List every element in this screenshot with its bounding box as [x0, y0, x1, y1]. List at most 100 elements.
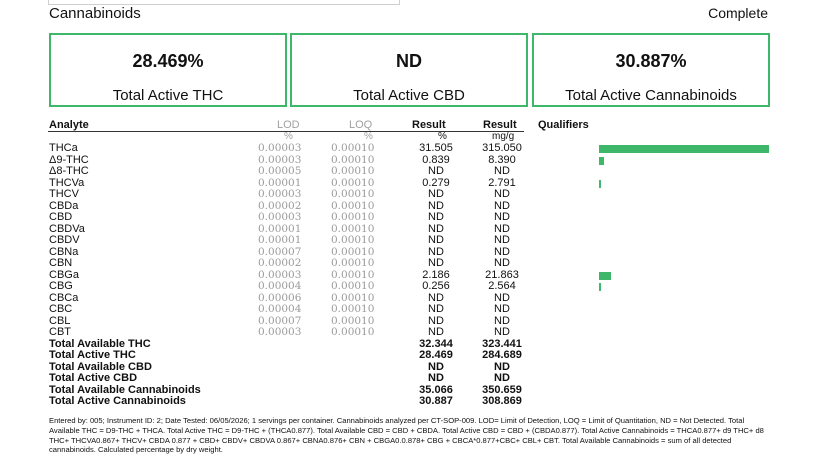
- result-pct: ND: [428, 222, 444, 235]
- analyte-name: CBD: [49, 211, 73, 223]
- total-name: Total Active CBD: [49, 372, 138, 384]
- analyte-name: THCVa: [49, 176, 85, 189]
- loq-value: 0.00010: [331, 268, 375, 281]
- total-pct: ND: [428, 360, 444, 373]
- table-row: CBT 0.00003 0.00010 ND ND: [0, 327, 816, 339]
- analyte-name: CBN: [49, 257, 73, 269]
- summary-label: Total Active Cannabinoids: [565, 87, 737, 104]
- total-pct: 35.066: [419, 383, 453, 396]
- table-row: Δ9-THC 0.00003 0.00010 0.839 8.390: [0, 153, 816, 167]
- analyte-name: Δ8-THC: [49, 165, 89, 177]
- table-row: CBG 0.00004 0.00010 0.256 2.564: [0, 281, 816, 293]
- col-result-mg: Result: [483, 119, 517, 131]
- result-bar: [599, 156, 604, 165]
- table-row: CBNa 0.00007 0.00010 ND ND: [0, 245, 816, 259]
- total-mg: 323.441: [482, 337, 522, 350]
- result-pct: 31.505: [419, 142, 453, 154]
- analyte-name: CBG: [49, 280, 73, 292]
- total-row: Total Available Cannabinoids 35.066 350.65…: [0, 383, 816, 397]
- table-row: CBN 0.00002 0.00010 ND ND: [0, 258, 816, 270]
- table-row: CBDa 0.00002 0.00010 ND ND: [0, 199, 816, 213]
- analyte-name: CBDVa: [49, 222, 85, 235]
- result-pct: ND: [428, 303, 444, 315]
- lod-value: 0.00003: [258, 211, 302, 223]
- total-name: Total Available Cannabinoids: [49, 383, 201, 396]
- summary-label: Total Active CBD: [353, 87, 465, 104]
- table-row: Δ8-THC 0.00005 0.00010 ND ND: [0, 166, 816, 178]
- loq-value: 0.00010: [331, 165, 375, 177]
- unit-mg: mg/g: [492, 131, 515, 142]
- summary-value: 30.887%: [615, 51, 687, 71]
- loq-value: 0.00010: [331, 153, 375, 166]
- lod-value: 0.00006: [258, 291, 302, 304]
- result-pct: ND: [428, 245, 444, 258]
- unit-lod: %: [284, 131, 293, 142]
- result-pct: 0.839: [422, 153, 450, 166]
- total-name: Total Active Cannabinoids: [49, 395, 186, 407]
- result-mg: ND: [494, 188, 510, 200]
- analyte-name: CBDV: [49, 234, 80, 246]
- analyte-name: CBC: [49, 303, 73, 315]
- lod-value: 0.00003: [258, 153, 302, 166]
- lod-value: 0.00005: [258, 165, 302, 177]
- result-mg: ND: [494, 234, 510, 246]
- result-mg: ND: [494, 245, 510, 258]
- loq-value: 0.00010: [331, 222, 375, 235]
- result-pct: ND: [428, 234, 444, 246]
- lod-value: 0.00003: [258, 326, 302, 338]
- loq-value: 0.00010: [331, 303, 375, 315]
- lod-value: 0.00001: [258, 234, 302, 246]
- result-pct: ND: [428, 211, 444, 223]
- lod-value: 0.00002: [258, 257, 302, 269]
- table-row: THCVa 0.00001 0.00010 0.279 2.791: [0, 176, 816, 190]
- top-input-edge: [48, 0, 400, 5]
- total-name: Total Available CBD: [49, 360, 152, 373]
- lod-value: 0.00001: [258, 222, 302, 235]
- result-pct: ND: [428, 188, 444, 200]
- table-row: THCa 0.00003 0.00010 31.505 315.050: [0, 143, 816, 155]
- analyte-name: CBDa: [49, 199, 79, 212]
- loq-value: 0.00010: [331, 188, 375, 200]
- loq-value: 0.00010: [331, 245, 375, 258]
- summary-total-active-cannabinoids: 30.887% Total Active Cannabinoids: [532, 33, 770, 107]
- section-title: Cannabinoids: [49, 5, 141, 22]
- unit-loq: %: [364, 131, 373, 142]
- analyte-name: CBL: [49, 314, 71, 327]
- table-row: CBC 0.00004 0.00010 ND ND: [0, 304, 816, 316]
- analyte-name: THCa: [49, 142, 78, 154]
- lod-value: 0.00007: [258, 245, 302, 258]
- total-pct: ND: [428, 372, 444, 384]
- loq-value: 0.00010: [331, 257, 375, 269]
- result-bar: [599, 145, 769, 153]
- result-pct: ND: [428, 291, 444, 304]
- result-pct: ND: [428, 165, 444, 177]
- loq-value: 0.00010: [331, 176, 375, 189]
- analyte-name: CBCa: [49, 291, 79, 304]
- total-row: Total Active CBD ND ND: [0, 373, 816, 385]
- summary-total-active-cbd: ND Total Active CBD: [290, 33, 528, 107]
- result-mg: ND: [494, 303, 510, 315]
- loq-value: 0.00010: [331, 142, 375, 154]
- result-pct: ND: [428, 199, 444, 212]
- result-mg: ND: [494, 165, 510, 177]
- table-row: CBDV 0.00001 0.00010 ND ND: [0, 235, 816, 247]
- header-rule: [48, 131, 524, 132]
- analyte-name: CBGa: [49, 268, 79, 281]
- result-pct: 2.186: [422, 268, 450, 281]
- result-mg: 2.791: [488, 176, 516, 189]
- total-pct: 32.344: [419, 337, 453, 350]
- result-mg: ND: [494, 326, 510, 338]
- analyte-name: THCV: [49, 188, 79, 200]
- results-table: THCa 0.00003 0.00010 31.505 315.050 Δ9-THC 0.0…: [0, 143, 816, 408]
- total-name: Total Active THC: [49, 349, 136, 361]
- total-row: Total Available THC 32.344 323.441: [0, 337, 816, 351]
- summary-total-active-thc: 28.469% Total Active THC: [49, 33, 287, 107]
- total-row: Total Active Cannabinoids 30.887 308.869: [0, 396, 816, 408]
- result-mg: ND: [494, 199, 510, 212]
- result-mg: 8.390: [488, 153, 516, 166]
- total-pct: 30.887: [419, 395, 453, 407]
- loq-value: 0.00010: [331, 234, 375, 246]
- result-mg: ND: [494, 291, 510, 304]
- analyte-name: CBNa: [49, 245, 79, 258]
- lod-value: 0.00003: [258, 188, 302, 200]
